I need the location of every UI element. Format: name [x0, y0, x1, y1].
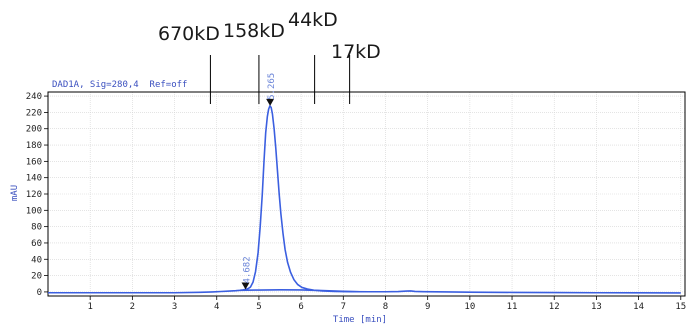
y-tick-label: 140 [26, 174, 42, 184]
y-tick-label: 60 [31, 239, 42, 249]
y-tick-label: 20 [31, 272, 42, 282]
x-tick-label: 4 [214, 302, 219, 312]
x-tick-label: 2 [130, 302, 135, 312]
x-axis-ticks: 1 2 3 4 5 6 7 8 9 10 11 12 13 14 15 [87, 296, 686, 312]
peak-annotations: 4.682 5.265 [241, 73, 277, 290]
x-tick-label: 12 [549, 302, 560, 312]
peak-marker [266, 98, 275, 106]
y-tick-label: 100 [26, 206, 42, 216]
marker-label: 158kD [223, 20, 285, 42]
x-tick-label: 13 [591, 302, 602, 312]
y-tick-label: 160 [26, 157, 42, 167]
y-tick-label: 40 [31, 255, 42, 265]
x-tick-label: 8 [383, 302, 388, 312]
peak-label: 4.682 [243, 256, 253, 283]
x-tick-label: 9 [425, 302, 430, 312]
x-tick-label: 6 [298, 302, 303, 312]
x-tick-label: 14 [633, 302, 644, 312]
grid [48, 92, 685, 296]
y-tick-label: 200 [26, 125, 42, 135]
x-tick-label: 7 [341, 302, 346, 312]
peak-marker [241, 282, 250, 290]
x-tick-label: 15 [675, 302, 686, 312]
x-tick-label: 11 [507, 302, 518, 312]
y-tick-label: 80 [31, 223, 42, 233]
marker-label: 44kD [288, 9, 338, 31]
peak-label: 5.265 [267, 73, 277, 100]
x-axis-label: Time [min] [333, 315, 387, 325]
signal-label: DAD1A, Sig=280,4 Ref=off [52, 80, 187, 90]
x-tick-label: 5 [256, 302, 261, 312]
y-tick-label: 0 [37, 288, 42, 298]
x-tick-label: 1 [87, 302, 92, 312]
marker-label: 670kD [158, 23, 220, 45]
y-tick-label: 220 [26, 108, 42, 118]
y-tick-label: 120 [26, 190, 42, 200]
series-layer [48, 105, 681, 294]
x-tick-label: 3 [172, 302, 177, 312]
y-axis-ticks: 0 20 40 60 80 100 120 140 160 180 200 220 240 [26, 92, 48, 298]
size-markers: 670kD 158kD 44kD 17kD [158, 9, 381, 104]
series-line [239, 289, 361, 293]
y-axis-label: mAU [10, 185, 20, 201]
x-tick-label: 10 [464, 302, 475, 312]
marker-label: 17kD [331, 41, 381, 63]
series-line [48, 105, 681, 294]
y-tick-label: 180 [26, 141, 42, 151]
y-tick-label: 240 [26, 92, 42, 102]
